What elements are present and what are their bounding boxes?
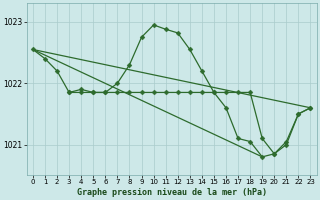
X-axis label: Graphe pression niveau de la mer (hPa): Graphe pression niveau de la mer (hPa) xyxy=(77,188,267,197)
